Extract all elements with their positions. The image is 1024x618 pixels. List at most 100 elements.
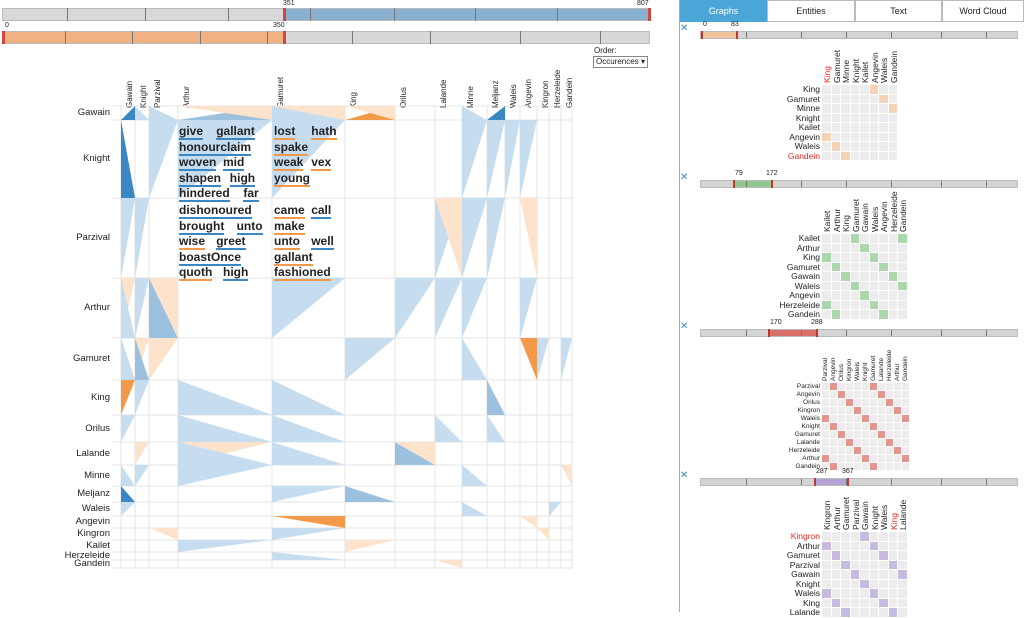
panel-column-label[interactable]: Kingron	[846, 358, 853, 381]
panel-cell[interactable]	[862, 399, 869, 406]
panel-cell[interactable]	[898, 551, 907, 560]
panel-cell[interactable]	[894, 407, 901, 414]
panel-cell[interactable]	[879, 541, 888, 550]
panel-cell[interactable]	[869, 608, 878, 617]
keyword[interactable]: give	[179, 124, 204, 140]
panel-cell[interactable]	[886, 447, 893, 454]
panel-cell[interactable]	[888, 243, 897, 252]
panel-timeline-handle[interactable]	[847, 478, 849, 486]
panel-column-label[interactable]: Parzival	[850, 499, 861, 530]
panel-cell[interactable]	[850, 310, 859, 319]
panel-cell[interactable]	[860, 570, 869, 579]
panel-cell[interactable]	[888, 262, 897, 271]
panel-timeline[interactable]	[700, 180, 1018, 188]
panel-row-label[interactable]: Orilus	[803, 399, 820, 406]
panel-cell[interactable]	[869, 142, 878, 151]
panel-cell[interactable]	[860, 579, 869, 588]
row-label[interactable]: Orilus	[85, 422, 110, 434]
panel-cell[interactable]	[860, 291, 869, 300]
panel-cell[interactable]	[869, 570, 878, 579]
panel-cell[interactable]	[870, 423, 877, 430]
panel-cell[interactable]	[841, 291, 850, 300]
row-label[interactable]: Minne	[84, 469, 110, 481]
panel-cell[interactable]	[902, 447, 909, 454]
panel-cell[interactable]	[850, 234, 859, 243]
panel-cell[interactable]	[846, 399, 853, 406]
panel-cell[interactable]	[888, 310, 897, 319]
panel-cell[interactable]	[860, 243, 869, 252]
panel-cell[interactable]	[898, 291, 907, 300]
panel-timeline-handle[interactable]	[814, 478, 816, 486]
panel-cell[interactable]	[888, 541, 897, 550]
panel-cell[interactable]	[846, 447, 853, 454]
panel-cell[interactable]	[886, 391, 893, 398]
panel-cell[interactable]	[879, 281, 888, 290]
panel-cell[interactable]	[869, 243, 878, 252]
panel-cell[interactable]	[822, 551, 831, 560]
panel-cell[interactable]	[870, 399, 877, 406]
panel-cell[interactable]	[860, 608, 869, 617]
panel-cell[interactable]	[822, 123, 831, 132]
panel-cell[interactable]	[869, 85, 878, 94]
panel-cell[interactable]	[878, 415, 885, 422]
panel-cell[interactable]	[830, 415, 837, 422]
panel-cell[interactable]	[854, 423, 861, 430]
panel-column-label[interactable]: Herzeleide	[886, 349, 893, 381]
row-label[interactable]: Gamuret	[73, 353, 110, 364]
panel-cell[interactable]	[850, 262, 859, 271]
column-label[interactable]: Herzeleide	[553, 69, 562, 108]
panel-cell[interactable]	[860, 132, 869, 141]
panel-cell[interactable]	[850, 123, 859, 132]
panel-cell[interactable]	[822, 85, 831, 94]
panel-cell[interactable]	[841, 570, 850, 579]
panel-cell[interactable]	[822, 439, 829, 446]
panel-cell[interactable]	[886, 399, 893, 406]
column-label[interactable]: Waleis	[509, 84, 518, 108]
panel-cell[interactable]	[879, 551, 888, 560]
panel-cell[interactable]	[841, 253, 850, 262]
panel-cell[interactable]	[830, 391, 837, 398]
panel-row-label[interactable]: Kailet	[798, 233, 820, 243]
panel-cell[interactable]	[879, 253, 888, 262]
panel-cell[interactable]	[838, 391, 845, 398]
panel-cell[interactable]	[841, 541, 850, 550]
panel-cell[interactable]	[822, 463, 829, 470]
panel-cell[interactable]	[879, 570, 888, 579]
panel-cell[interactable]	[860, 560, 869, 569]
panel-cell[interactable]	[822, 541, 831, 550]
tab-text[interactable]: Text	[855, 0, 942, 22]
panel-cell[interactable]	[822, 383, 829, 390]
panel-timeline-handle[interactable]	[768, 329, 770, 337]
panel-cell[interactable]	[860, 272, 869, 281]
panel-cell[interactable]	[860, 300, 869, 309]
panel-column-label[interactable]: Waleis	[869, 206, 880, 232]
panel-cell[interactable]	[822, 407, 829, 414]
panel-cell[interactable]	[841, 272, 850, 281]
panel-row-label[interactable]: Knight	[801, 423, 820, 430]
panel-cell[interactable]	[831, 541, 840, 550]
panel-cell[interactable]	[841, 113, 850, 122]
panel-cell[interactable]	[894, 391, 901, 398]
panel-cell[interactable]	[878, 399, 885, 406]
panel-cell[interactable]	[870, 383, 877, 390]
panel-cell[interactable]	[822, 447, 829, 454]
panel-cell[interactable]	[894, 383, 901, 390]
panel-cell[interactable]	[854, 383, 861, 390]
panel-cell[interactable]	[898, 243, 907, 252]
column-label[interactable]: Lalande	[439, 79, 448, 108]
panel-cell[interactable]	[841, 551, 850, 560]
panel-cell[interactable]	[860, 85, 869, 94]
row-label[interactable]: Meljanz	[77, 488, 110, 499]
panel-cell[interactable]	[850, 291, 859, 300]
panel-timeline[interactable]	[700, 329, 1018, 337]
panel-cell[interactable]	[888, 113, 897, 122]
keyword[interactable]: woven	[179, 155, 217, 171]
panel-row-label[interactable]: Gamuret	[786, 93, 820, 104]
panel-cell[interactable]	[898, 589, 907, 598]
panel-column-label[interactable]: Gandein	[898, 199, 908, 232]
keyword[interactable]: greet	[216, 234, 246, 250]
panel-cell[interactable]	[894, 455, 901, 462]
panel-cell[interactable]	[841, 579, 850, 588]
panel-column-label[interactable]: Gamuret	[850, 198, 861, 232]
panel-cell[interactable]	[898, 608, 907, 617]
